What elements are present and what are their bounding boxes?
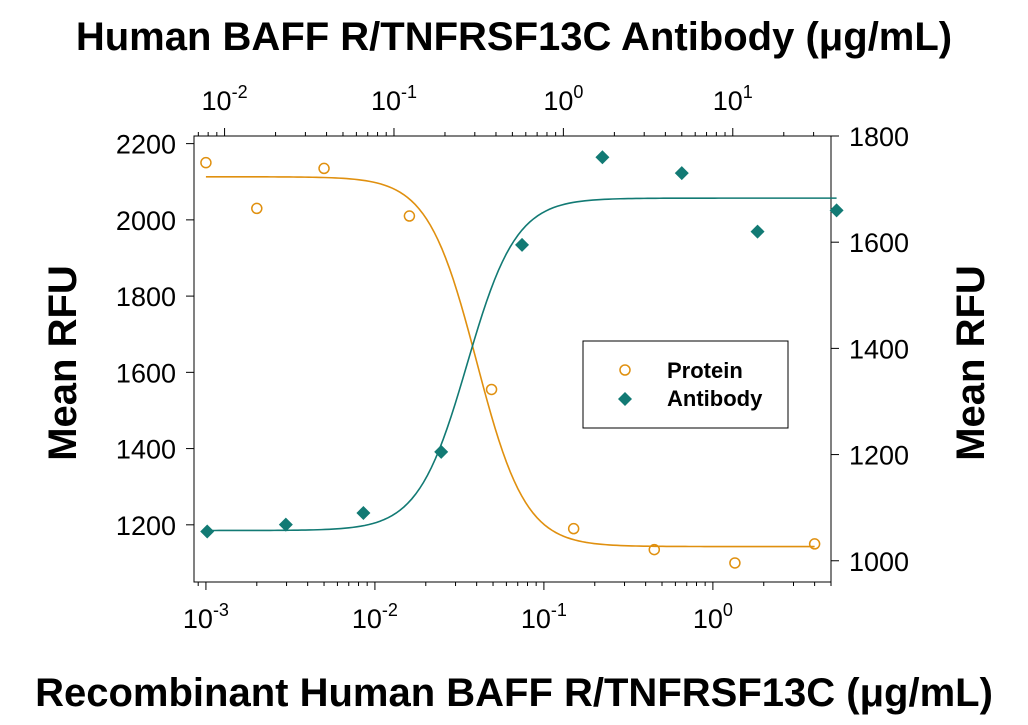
legend: Protein Antibody — [582, 340, 789, 429]
protein-point — [318, 162, 330, 175]
tick-base: 10 — [713, 86, 743, 116]
chart-title: Human BAFF R/TNFRSF13C Antibody (μg/mL) — [76, 15, 952, 59]
tick-base: 10 — [183, 604, 213, 634]
x-bottom-tick-label: 10-1 — [521, 600, 567, 634]
x-top-tick-label: 10-1 — [371, 82, 417, 116]
fit-curves — [205, 175, 837, 548]
tick-base: 10 — [521, 604, 551, 634]
protein-fit-curve — [205, 175, 815, 548]
x-bottom-tick-label: 100 — [693, 600, 733, 634]
antibody-point — [750, 224, 765, 239]
y-right-tick-label: 1400 — [849, 334, 909, 364]
tick-exponent: -1 — [401, 82, 417, 102]
tick-base: 10 — [693, 604, 723, 634]
protein-point — [808, 538, 821, 550]
antibody-point — [829, 203, 844, 218]
antibody-point — [674, 166, 689, 181]
legend-box — [582, 340, 789, 429]
antibody-point — [200, 524, 215, 539]
tick-exponent: 1 — [743, 82, 753, 102]
data-points — [200, 150, 844, 569]
y-left-tick-label: 1200 — [116, 511, 176, 541]
tick-exponent: 0 — [573, 82, 583, 102]
legend-protein-marker — [619, 364, 631, 376]
antibody-point — [595, 150, 610, 165]
x-axis-title: Recombinant Human BAFF R/TNFRSF13C (μg/m… — [35, 671, 993, 715]
y-left-tick-label: 1800 — [116, 282, 176, 312]
antibody-point — [434, 444, 449, 459]
y-left-tick-label: 2200 — [116, 130, 176, 160]
y-left-tick-label: 1600 — [116, 358, 176, 388]
tick-base: 10 — [202, 86, 232, 116]
x-top-tick-label: 10-2 — [202, 82, 248, 116]
tick-exponent: 0 — [723, 600, 733, 620]
protein-point — [485, 383, 498, 396]
y-right-tick-label: 1000 — [849, 547, 909, 577]
tick-base: 10 — [543, 86, 573, 116]
x-bottom-tick-label: 10-3 — [183, 600, 229, 634]
y-axis-title-left: Mean RFU — [41, 265, 85, 461]
x-bottom-tick-label: 10-2 — [352, 600, 398, 634]
antibody-point — [515, 237, 530, 252]
tick-base: 10 — [352, 604, 382, 634]
antibody-point — [278, 517, 293, 532]
protein-point — [200, 156, 212, 169]
tick-exponent: -2 — [382, 600, 398, 620]
legend-protein-label: Protein — [667, 358, 743, 383]
antibody-point — [356, 505, 371, 520]
y-right-tick-label: 1600 — [849, 228, 909, 258]
tick-exponent: -1 — [551, 600, 567, 620]
y-left-tick-label: 1400 — [116, 435, 176, 465]
protein-point — [729, 557, 741, 569]
protein-point — [251, 202, 263, 215]
y-right-tick-label: 1200 — [849, 441, 909, 471]
tick-base: 10 — [371, 86, 401, 116]
tick-exponent: -2 — [232, 82, 248, 102]
y-right-tick-label: 1800 — [849, 122, 909, 152]
legend-antibody-marker — [618, 392, 632, 406]
x-top-tick-label: 100 — [543, 82, 583, 116]
protein-point — [567, 522, 580, 535]
tick-exponent: -3 — [213, 600, 229, 620]
protein-point — [403, 210, 416, 222]
legend-antibody-label: Antibody — [667, 386, 763, 411]
x-top-tick-label: 101 — [713, 82, 753, 116]
y-left-tick-label: 2000 — [116, 206, 176, 236]
antibody-fit-curve — [207, 197, 837, 532]
protein-point — [648, 543, 661, 556]
y-axis-title-right: Mean RFU — [949, 265, 993, 461]
